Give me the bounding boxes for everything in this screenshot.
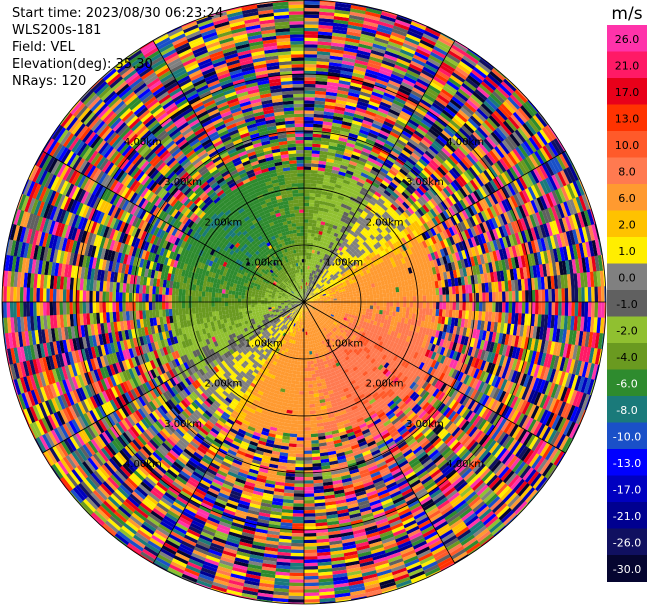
instrument-name: WLS200s-181: [12, 23, 102, 38]
azimuth-line: [303, 301, 566, 454]
ring-label: 1.00km: [325, 258, 363, 269]
range-ring-labels: 1.00km 1.00km 1.00km 1.00km 2.00km 2.00km 2.00…: [124, 137, 484, 470]
azimuth-line: [303, 301, 456, 564]
ring-label: 1.00km: [325, 338, 363, 349]
ring-label: 4.00km: [124, 459, 162, 470]
azimuth-line: [152, 301, 305, 564]
ring-label: 3.00km: [164, 177, 202, 188]
ring-label: 3.00km: [406, 419, 444, 430]
ring-label: 1.00km: [245, 338, 283, 349]
azimuth-line: [303, 40, 456, 303]
azimuth-line: [42, 150, 305, 303]
ring-label: 3.00km: [164, 419, 202, 430]
azimuth-line: [42, 301, 305, 454]
start-time-text: Start time: 2023/08/30 06:23:24: [12, 6, 224, 21]
azimuth-line: [303, 150, 566, 303]
azimuth-line: [152, 40, 305, 303]
ring-label: 4.00km: [446, 459, 484, 470]
ring-label: 4.00km: [124, 137, 162, 148]
ring-label: 1.00km: [245, 258, 283, 269]
ring-label: 2.00km: [205, 379, 243, 390]
velocity-gates: [2, 0, 606, 604]
nrays-text: NRays: 120: [12, 74, 87, 89]
polar-grid: [1, 0, 607, 605]
field-text: Field: VEL: [12, 40, 75, 55]
ring-label: 2.00km: [205, 217, 243, 228]
ring-label: 3.00km: [406, 177, 444, 188]
ring-label: 2.00km: [366, 217, 404, 228]
elevation-text: Elevation(deg): 35.30: [12, 57, 153, 72]
ring-label: 4.00km: [446, 137, 484, 148]
ring-label: 2.00km: [366, 379, 404, 390]
